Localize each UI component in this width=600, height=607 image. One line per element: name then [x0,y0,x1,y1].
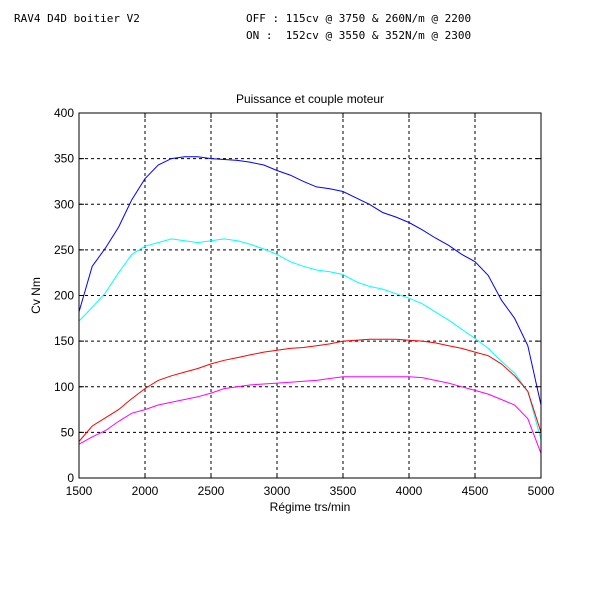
y-tick-label: 250 [54,243,74,257]
x-tick-label: 2000 [132,484,159,498]
series-layer [78,156,542,454]
x-tick-label: 3500 [330,484,357,498]
chart-caption-left: RAV4 D4D boitier V2 [14,12,140,25]
y-axis-label: Cv Nm [29,277,43,314]
series-line-3 [78,338,542,442]
y-tick-label: 50 [61,425,75,439]
y-tick-label: 150 [54,334,74,348]
y-tick-label: 200 [54,289,74,303]
chart-caption-off: OFF : 115cv @ 3750 & 260N/m @ 2200 [246,12,472,25]
x-tick-label: 4500 [462,484,489,498]
y-tick-label: 100 [54,380,74,394]
x-tick-label: 4000 [396,484,423,498]
grid-lines [79,113,541,478]
x-axis-label: Régime trs/min [270,500,351,514]
series-line-2 [78,238,542,440]
y-tick-label: 0 [67,471,74,485]
chart-caption-on: ON : 152cv @ 3550 & 352N/m @ 2300 [246,29,472,42]
chart-title: Puissance et couple moteur [236,92,384,106]
x-tick-label: 2500 [198,484,225,498]
series-line-4 [78,376,542,454]
x-tick-label: 1500 [66,484,93,498]
x-tick-label: 3000 [264,484,291,498]
y-tick-label: 350 [54,152,74,166]
x-tick-label: 5000 [528,484,555,498]
axis-ticks: 1500 2000 2500 3000 3500 4000 4500 5000 0 50 100 15… [54,106,555,498]
y-tick-label: 300 [54,197,74,211]
series-line-1 [78,156,542,406]
y-tick-label: 400 [54,106,74,120]
